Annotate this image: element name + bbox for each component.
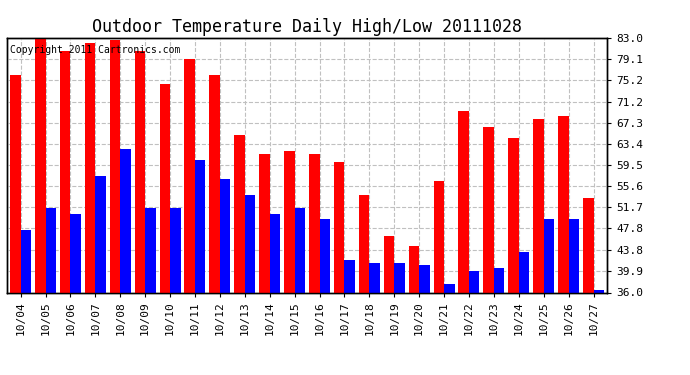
Bar [46, 209, 56, 292]
Bar [35, 38, 46, 292]
Bar [408, 246, 419, 292]
Bar [593, 290, 604, 292]
Bar [509, 138, 519, 292]
Bar [533, 119, 544, 292]
Bar [120, 149, 130, 292]
Bar [309, 154, 319, 292]
Bar [419, 266, 430, 292]
Bar [519, 252, 529, 292]
Bar [145, 209, 156, 292]
Bar [235, 135, 245, 292]
Bar [319, 219, 330, 292]
Bar [209, 75, 220, 292]
Text: Copyright 2011 Cartronics.com: Copyright 2011 Cartronics.com [10, 45, 180, 55]
Bar [95, 176, 106, 292]
Bar [295, 209, 305, 292]
Bar [359, 195, 369, 292]
Bar [583, 198, 593, 292]
Bar [344, 260, 355, 292]
Bar [70, 214, 81, 292]
Bar [334, 162, 344, 292]
Bar [384, 236, 394, 292]
Bar [110, 40, 120, 292]
Bar [170, 209, 181, 292]
Bar [444, 284, 455, 292]
Bar [10, 75, 21, 292]
Bar [159, 84, 170, 292]
Bar [494, 268, 504, 292]
Bar [270, 214, 280, 292]
Bar [220, 178, 230, 292]
Bar [195, 160, 206, 292]
Bar [369, 262, 380, 292]
Bar [433, 181, 444, 292]
Bar [135, 51, 145, 292]
Bar [21, 230, 31, 292]
Bar [60, 51, 70, 292]
Bar [544, 219, 554, 292]
Bar [558, 116, 569, 292]
Bar [458, 111, 469, 292]
Bar [284, 152, 295, 292]
Bar [85, 43, 95, 292]
Bar [184, 59, 195, 292]
Title: Outdoor Temperature Daily High/Low 20111028: Outdoor Temperature Daily High/Low 20111… [92, 18, 522, 36]
Bar [569, 219, 579, 292]
Bar [394, 262, 405, 292]
Bar [469, 271, 480, 292]
Bar [245, 195, 255, 292]
Bar [259, 154, 270, 292]
Bar [484, 127, 494, 292]
